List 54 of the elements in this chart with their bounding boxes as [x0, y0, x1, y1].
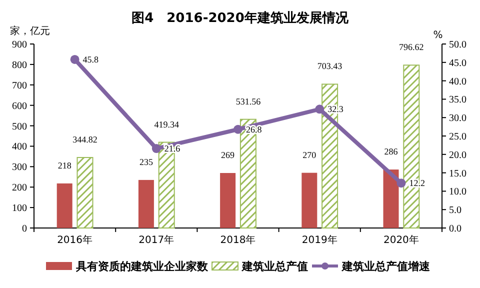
bar — [138, 180, 154, 228]
y-tick-label: 300 — [12, 162, 27, 174]
y2-axis-title: % — [433, 30, 443, 41]
data-label: 218 — [58, 160, 72, 170]
y-axis-title: 家，亿元 — [10, 25, 50, 37]
y-tick-label: 0 — [22, 224, 27, 234]
point — [315, 104, 324, 114]
x-tick-label: 2019年 — [302, 234, 338, 246]
y2-tick-label: 35.0 — [449, 94, 466, 106]
bar — [302, 172, 318, 228]
legend-label: 建筑业总产值 — [241, 260, 308, 273]
legend-label: 建筑业总产值增速 — [341, 260, 431, 273]
bar — [56, 183, 72, 228]
y-tick-label: 800 — [12, 60, 27, 71]
y2-tick-label: 40.0 — [449, 76, 466, 88]
data-label: 286 — [384, 146, 398, 157]
data-label: 269 — [221, 150, 236, 160]
bar — [220, 173, 236, 228]
y2-tick-label: 30.0 — [449, 113, 466, 124]
x-tick-label: 2016年 — [57, 234, 93, 246]
x-tick-label: 2020年 — [383, 234, 419, 246]
point — [70, 54, 80, 64]
data-label: 796.62 — [399, 42, 424, 52]
y-tick-label: 700 — [12, 80, 27, 92]
bar — [383, 170, 399, 228]
point — [152, 144, 161, 154]
y2-tick-label: 25.0 — [449, 132, 466, 142]
legend-label: 具有资质的建筑业企业家数 — [75, 260, 209, 273]
bar — [76, 157, 94, 228]
y2-tick-label: 20.0 — [449, 150, 466, 161]
point — [396, 178, 406, 188]
y-tick-label: 600 — [12, 100, 27, 112]
data-label: 270 — [302, 150, 317, 160]
y2-tick-label: 5.0 — [449, 205, 462, 216]
y2-tick-label: 45.0 — [449, 58, 466, 69]
x-tick-label: 2018年 — [220, 234, 256, 246]
y-tick-label: 900 — [12, 40, 27, 50]
data-label: 344.82 — [72, 134, 98, 145]
data-label: 531.56 — [236, 96, 262, 106]
y-tick-label: 200 — [12, 182, 27, 194]
y-tick-label: 500 — [12, 121, 27, 132]
data-label: 419.34 — [154, 119, 180, 130]
chart-title: 图4 2016-2020年建筑业发展情况 — [132, 11, 350, 26]
y-tick-label: 400 — [12, 142, 27, 153]
y-tick-label: 100 — [12, 203, 27, 214]
y2-tick-label: 0.0 — [449, 224, 462, 234]
point — [234, 124, 242, 134]
data-label: 235 — [139, 156, 154, 167]
x-tick-label: 2017年 — [138, 234, 174, 246]
y2-tick-label: 15.0 — [449, 168, 466, 180]
data-label: 45.8 — [82, 54, 100, 64]
y2-tick-label: 10.0 — [449, 186, 466, 198]
data-label: 703.43 — [317, 61, 343, 72]
y2-tick-label: 50.0 — [449, 40, 466, 50]
